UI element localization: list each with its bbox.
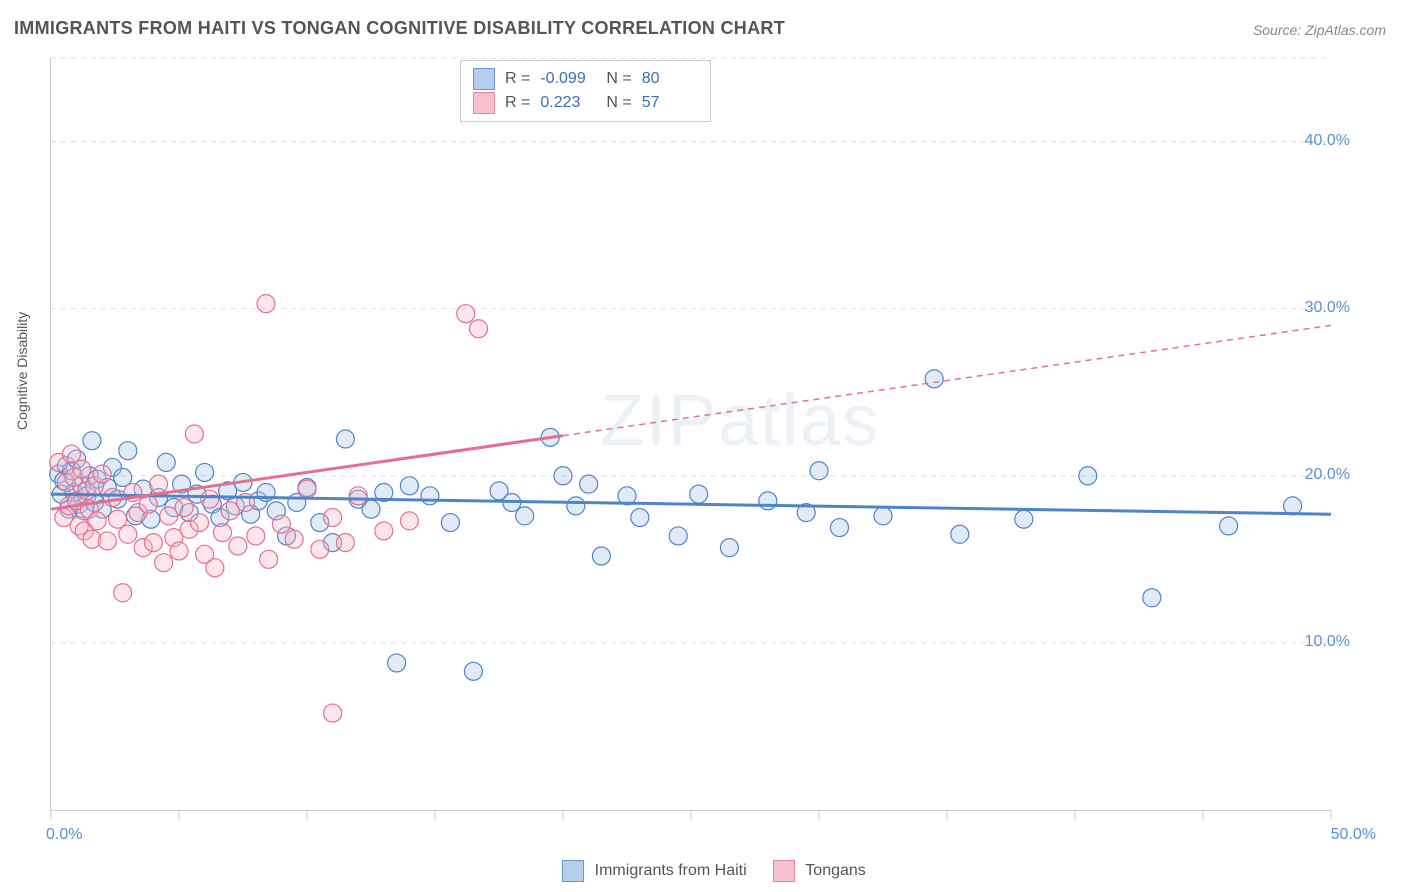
series1-name: Immigrants from Haiti <box>595 862 747 879</box>
legend-correlation-box: R = -0.099 N = 80 R = 0.223 N = 57 <box>460 60 711 122</box>
x-tick-max: 50.0% <box>1331 826 1376 844</box>
r-value-1: -0.099 <box>540 67 596 91</box>
y-tick-40: 40.0% <box>1270 132 1350 150</box>
y-tick-10: 10.0% <box>1270 633 1350 651</box>
swatch-series2 <box>473 92 495 114</box>
n-value-2: 57 <box>642 91 698 115</box>
r-label-1: R = <box>505 67 530 91</box>
legend-row-series1: R = -0.099 N = 80 <box>473 67 698 91</box>
n-label-2: N = <box>606 91 631 115</box>
chart-plot-area <box>50 58 1331 811</box>
n-label-1: N = <box>606 67 631 91</box>
swatch-series1-b <box>562 860 584 882</box>
r-value-2: 0.223 <box>540 91 596 115</box>
legend-series-names: Immigrants from Haiti Tongans <box>0 860 1406 882</box>
r-label-2: R = <box>505 91 530 115</box>
y-tick-20: 20.0% <box>1270 466 1350 484</box>
y-tick-30: 30.0% <box>1270 299 1350 317</box>
series2-name: Tongans <box>805 862 866 879</box>
swatch-series2-b <box>773 860 795 882</box>
source-attribution: Source: ZipAtlas.com <box>1253 22 1386 38</box>
y-axis-label: Cognitive Disability <box>14 312 30 430</box>
swatch-series1 <box>473 68 495 90</box>
legend-row-series2: R = 0.223 N = 57 <box>473 91 698 115</box>
n-value-1: 80 <box>642 67 698 91</box>
scatter-svg <box>51 58 1331 810</box>
x-tick-min: 0.0% <box>46 826 82 844</box>
chart-title: IMMIGRANTS FROM HAITI VS TONGAN COGNITIV… <box>14 18 785 39</box>
